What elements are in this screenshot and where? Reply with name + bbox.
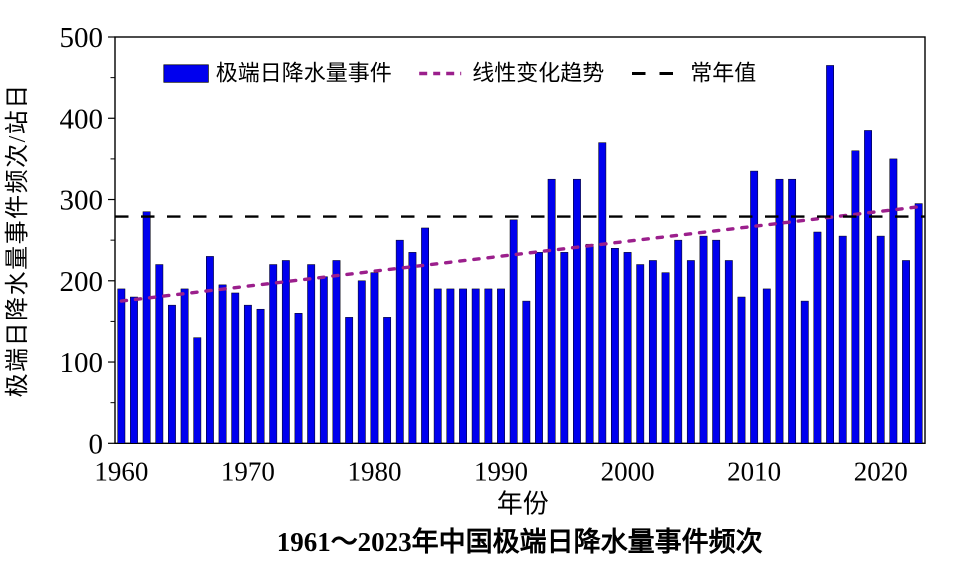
svg-text:500: 500 [60,22,104,54]
svg-text:常年值: 常年值 [690,61,756,86]
svg-text:100: 100 [60,347,104,379]
svg-text:400: 400 [60,103,104,135]
svg-text:1990: 1990 [474,457,528,487]
svg-text:极端日降水量事件频次/站日: 极端日降水量事件频次/站日 [4,83,31,397]
svg-text:300: 300 [60,185,104,217]
svg-text:2010: 2010 [727,457,781,487]
svg-text:线性变化趋势: 线性变化趋势 [472,61,604,86]
svg-text:0: 0 [89,428,104,460]
svg-text:200: 200 [60,266,104,298]
svg-text:年份: 年份 [497,489,549,518]
svg-text:1961～2023年中国极端日降水量事件频次: 1961～2023年中国极端日降水量事件频次 [277,526,763,557]
svg-text:1980: 1980 [347,457,401,487]
svg-text:2000: 2000 [601,457,655,487]
svg-text:2020: 2020 [854,457,908,487]
svg-text:1960: 1960 [94,457,148,487]
svg-text:1970: 1970 [221,457,275,487]
svg-text:极端日降水量事件: 极端日降水量事件 [216,61,392,86]
